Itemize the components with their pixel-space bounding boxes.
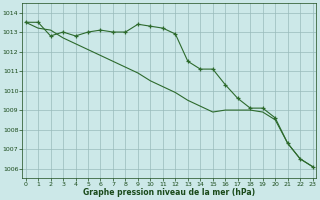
X-axis label: Graphe pression niveau de la mer (hPa): Graphe pression niveau de la mer (hPa) bbox=[83, 188, 255, 197]
